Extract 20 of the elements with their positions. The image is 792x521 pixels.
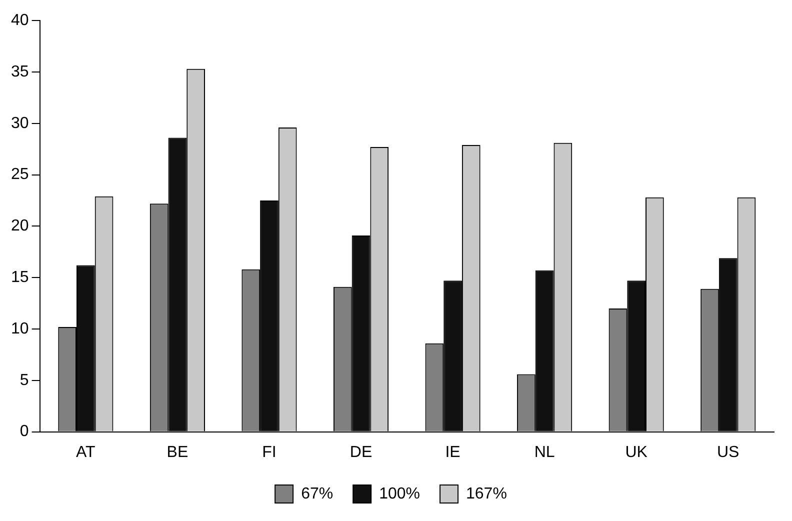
legend-label: 167% [466, 485, 507, 502]
y-tick-label: 40 [11, 12, 29, 30]
y-tick-label: 20 [11, 218, 29, 235]
x-tick-label: NL [534, 444, 555, 461]
x-tick-label: AT [76, 444, 96, 461]
legend-label: 67% [301, 485, 334, 502]
x-tick-label: BE [166, 444, 188, 461]
x-tick-label: IE [445, 444, 460, 461]
x-tick-label: US [716, 444, 740, 461]
y-tick-label: 30 [11, 114, 29, 132]
y-tick-label: 0 [20, 423, 29, 440]
x-tick-label: UK [625, 444, 648, 461]
x-tick-label: FI [262, 444, 276, 461]
y-tick-label: 25 [11, 166, 29, 184]
y-tick-label: 5 [20, 372, 29, 389]
y-tick-label: 10 [11, 320, 29, 338]
y-tick-label: 15 [11, 269, 29, 286]
x-tick-label: DE [350, 444, 372, 461]
y-tick-label: 35 [11, 63, 29, 80]
legend-label: 100% [379, 485, 420, 502]
